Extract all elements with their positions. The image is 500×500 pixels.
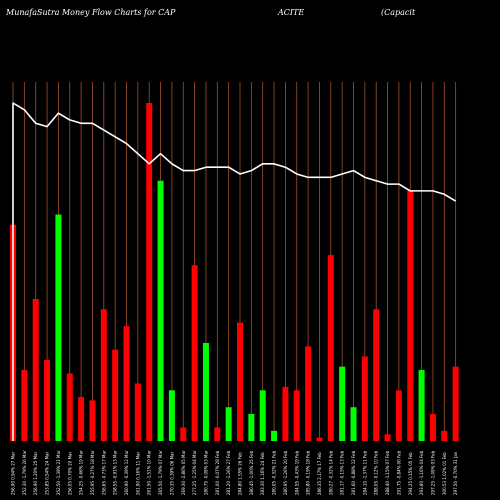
money-flow-bar — [202, 342, 209, 441]
x-tick-label: 297.25 -1.09% 03 Feb — [430, 450, 435, 495]
money-flow-bar — [123, 326, 130, 441]
x-tick-label: 280.45 -1.00% 25 Feb — [249, 450, 254, 495]
x-tick-label: 283.30 1.16% 24 Feb — [260, 452, 265, 495]
x-tick-label: 281.17 -0.15% 13 Feb — [340, 450, 345, 495]
money-flow-bar — [100, 309, 107, 441]
x-tick-label: 293.80 -1.16% 04 Feb — [419, 450, 424, 495]
money-flow-bar — [78, 397, 85, 441]
money-flow-bar — [89, 400, 96, 441]
money-flow-bar — [191, 265, 198, 441]
x-tick-label: 280.75 -0.09% 03 Mar — [203, 450, 208, 495]
x-tick-label: 284.80 1.55% 26 Feb — [238, 452, 243, 495]
money-flow-bar — [282, 386, 289, 441]
money-flow-bar — [157, 180, 164, 442]
x-tick-label: 288.05 -0.12% 10 Feb — [374, 450, 379, 495]
chart-title-left: MunafaSutra Money Flow Charts for CAP — [6, 8, 176, 17]
money-flow-bar — [452, 366, 459, 441]
money-flow-bar — [418, 370, 425, 441]
x-tick-label: 256.90 0.94% 27 Mar — [11, 451, 16, 495]
money-flow-bar — [429, 413, 436, 441]
money-flow-bar — [55, 214, 62, 441]
x-tick-label: 252.50 -1.39% 21 Mar — [56, 450, 61, 495]
x-tick-label: 281.20 -1.26% 27 Feb — [226, 450, 231, 495]
money-flow-bar — [225, 407, 232, 441]
x-tick-label: 255.95 -0.27% 18 Mar — [90, 450, 95, 495]
money-flow-bar — [32, 299, 39, 441]
money-flow-bar — [407, 190, 414, 441]
x-tick-label: 256.65 -0.73% 17 Mar — [101, 450, 106, 495]
x-tick-label: 252.30 -1.79% 26 Mar — [22, 450, 27, 495]
money-flow-bar — [112, 349, 119, 441]
money-flow-bar — [384, 434, 391, 441]
x-tick-label: 280.27 -0.32% 14 Feb — [328, 450, 333, 495]
money-flow-bar — [293, 390, 300, 441]
x-tick-label: 284.10 -1.37% 11 Feb — [362, 450, 367, 495]
x-tick-label: 300.53 1.02% 01 Feb — [442, 452, 447, 495]
money-flow-bar — [327, 255, 334, 441]
x-tick-label: 269.30 -2.86% 05 Mar — [181, 450, 186, 495]
money-flow-bar — [214, 427, 221, 441]
x-tick-label: 258.55 -0.91% 13 Mar — [113, 450, 118, 495]
money-flow-bar — [134, 383, 141, 441]
money-flow-bar — [44, 359, 51, 441]
x-tick-label: 294.25 0.15% 05 Feb — [408, 452, 413, 495]
x-tick-label: 280.95 -1.26% 20 Feb — [283, 450, 288, 495]
chart-title-middle: ACITE — [278, 8, 305, 17]
chart-title-right: (Capacit — [381, 8, 416, 17]
money-flow-bar — [66, 373, 73, 441]
x-tick-label: 288.40 -1.15% 07 Feb — [385, 450, 390, 495]
x-tick-label: 286.35 2.17% 17 Feb — [317, 452, 322, 495]
x-tick-label: 285.80 -0.19% 18 Feb — [306, 450, 311, 495]
money-flow-bar — [168, 390, 175, 441]
money-flow-bar — [248, 413, 255, 441]
price-line — [12, 102, 457, 441]
money-flow-bar — [237, 322, 243, 441]
x-tick-label: 261.50 -1.51% 10 Mar — [147, 450, 152, 495]
money-flow-bar — [373, 309, 380, 441]
x-tick-label: 256.05 0.70% 20 Mar — [67, 451, 72, 495]
money-flow-bar — [21, 370, 28, 441]
money-flow-bar — [350, 407, 357, 441]
money-flow-bar — [441, 430, 448, 441]
x-tick-label: 253.85 0.54% 24 Mar — [45, 451, 50, 495]
money-flow-bar — [361, 356, 368, 441]
money-flow-bar — [339, 366, 346, 441]
x-tick-label: 260.90 -0.39% 12 Mar — [124, 450, 129, 495]
money-flow-bar — [395, 390, 402, 441]
money-flow-bar — [259, 390, 266, 441]
x-tick-label: 284.55 -0.43% 19 Feb — [294, 450, 299, 495]
x-tick-label: 277.25 -1.25% 04 Mar — [192, 450, 197, 495]
x-tick-label: 256.90 1.20% 25 Mar — [33, 451, 38, 495]
x-tick-label: 291.75 -0.84% 06 Feb — [396, 450, 401, 495]
x-tick-label: 254.25 -0.66% 19 Mar — [79, 450, 84, 495]
x-tick-label: 265.50 -1.79% 07 Mar — [158, 450, 163, 495]
money-flow-bar — [305, 346, 312, 441]
x-tick-label: 281.60 -0.88% 12 Feb — [351, 450, 356, 495]
x-tick-label: 281.00 -0.07% 28 Feb — [215, 450, 220, 495]
x-tick-label: 280.05 -0.32% 21 Feb — [272, 450, 277, 495]
x-tick-label: 270.35 0.39% 06 Mar — [169, 451, 174, 495]
x-tick-label: 261.90 0.16% 11 Mar — [135, 451, 140, 495]
x-tick-label: 297.50 -0.70% 31 Jan — [453, 451, 458, 495]
money-flow-bar — [271, 430, 278, 441]
money-flow-bar — [180, 427, 187, 441]
money-flow-bar — [146, 103, 153, 441]
money-flow-bar — [316, 437, 323, 441]
